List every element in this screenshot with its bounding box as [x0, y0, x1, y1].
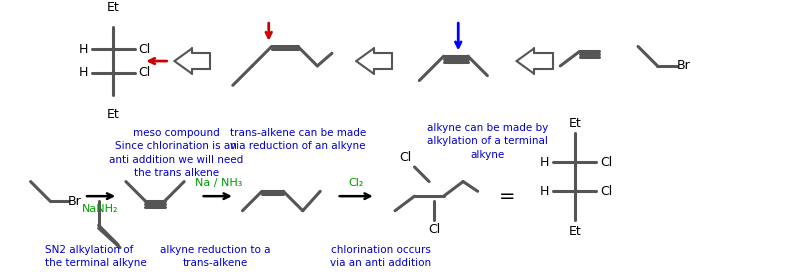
Text: H: H	[541, 185, 549, 198]
Text: =: =	[498, 187, 515, 206]
Text: trans-alkene can be made
via reduction of an alkyne: trans-alkene can be made via reduction o…	[230, 128, 366, 151]
Text: Br: Br	[677, 59, 691, 72]
Text: meso compound
Since chlorination is an
anti addition we will need
the trans alke: meso compound Since chlorination is an a…	[109, 128, 243, 178]
Text: alkyne reduction to a
trans-alkene: alkyne reduction to a trans-alkene	[160, 245, 270, 268]
Text: H: H	[541, 156, 549, 169]
Text: SN2 alkylation of
the terminal alkyne: SN2 alkylation of the terminal alkyne	[45, 245, 147, 268]
Text: Et: Et	[568, 225, 581, 238]
Text: Et: Et	[107, 1, 119, 15]
Text: H: H	[79, 66, 88, 79]
Text: chlorination occurs
via an anti addition: chlorination occurs via an anti addition	[330, 245, 431, 268]
Text: Cl: Cl	[138, 66, 151, 79]
Text: Cl: Cl	[399, 151, 412, 164]
Text: Et: Et	[107, 108, 119, 121]
Text: Na / NH₃: Na / NH₃	[195, 178, 242, 189]
Text: H: H	[79, 43, 88, 56]
Text: Br: Br	[68, 195, 81, 207]
Text: Cl: Cl	[600, 185, 612, 198]
Text: Cl: Cl	[428, 223, 440, 236]
Text: Cl: Cl	[600, 156, 612, 169]
Text: NaNH₂: NaNH₂	[83, 204, 118, 214]
Text: Cl₂: Cl₂	[348, 178, 364, 189]
Text: Et: Et	[568, 117, 581, 130]
Text: Cl: Cl	[138, 43, 151, 56]
Text: alkyne can be made by
alkylation of a terminal
alkyne: alkyne can be made by alkylation of a te…	[427, 123, 548, 160]
